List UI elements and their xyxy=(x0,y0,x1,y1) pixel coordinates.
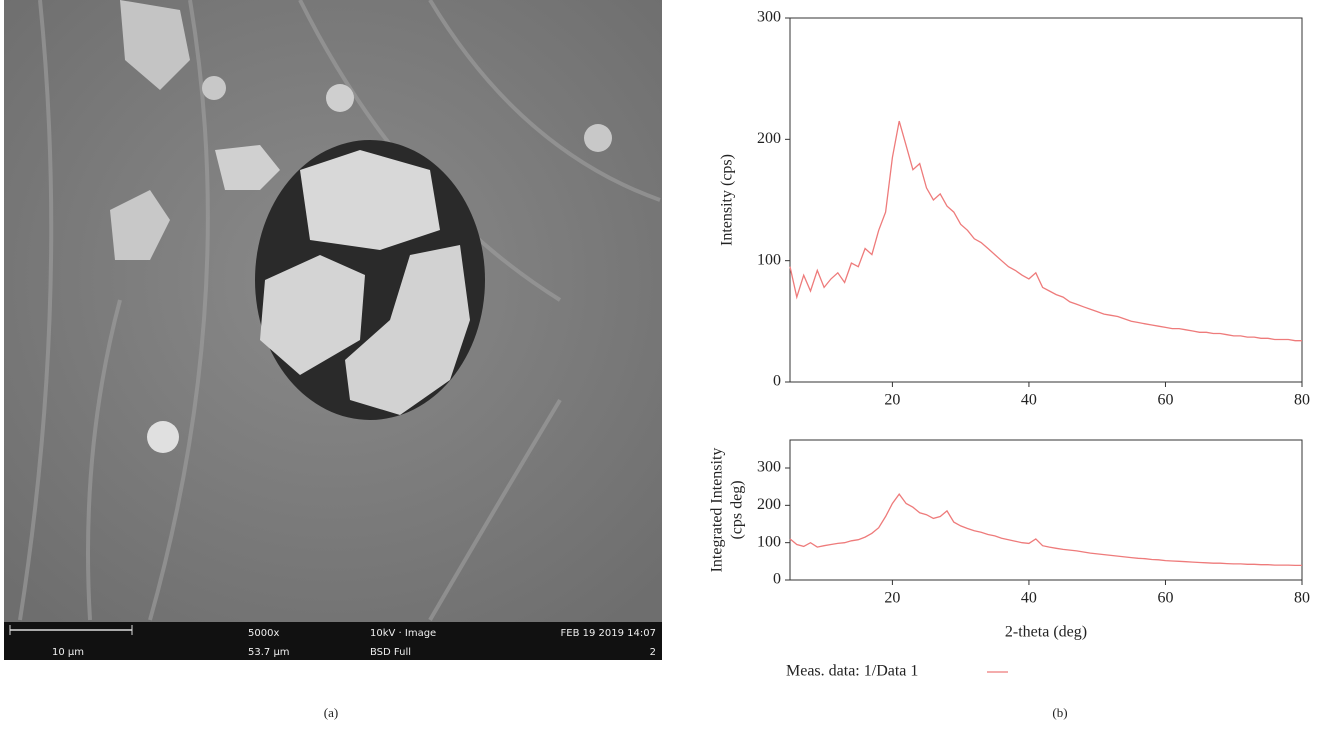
y-tick-label: 0 xyxy=(773,571,781,588)
y-tick-label: 200 xyxy=(757,130,781,147)
y-tick-label: 200 xyxy=(757,496,781,513)
field-width: 53.7 µm xyxy=(248,647,290,658)
x-tick-label: 20 xyxy=(884,590,900,607)
y-tick-label: 300 xyxy=(757,9,781,26)
legend-label: Meas. data: 1/Data 1 xyxy=(786,663,918,680)
y-axis-label: (cps deg) xyxy=(729,480,746,539)
y-axis-label: Intensity (cps) xyxy=(719,154,736,246)
date: FEB 19 2019 14:07 xyxy=(561,628,656,639)
detector: BSD Full xyxy=(370,647,411,658)
x-tick-label: 40 xyxy=(1021,590,1037,607)
x-tick-label: 40 xyxy=(1021,392,1037,409)
sem-image: 10 µm 5000x 53.7 µm 10kV · Image BSD Ful… xyxy=(4,0,662,660)
x-tick-label: 60 xyxy=(1157,392,1173,409)
y-tick-label: 100 xyxy=(757,533,781,550)
image-index: 2 xyxy=(650,647,656,658)
data-line xyxy=(789,492,1302,567)
caption-a: (a) xyxy=(324,705,338,720)
beam-mode: 10kV · Image xyxy=(370,628,436,639)
y-tick-label: 300 xyxy=(757,459,781,476)
plot-frame xyxy=(789,439,1303,581)
plot-frame xyxy=(789,17,1303,383)
x-tick-label: 80 xyxy=(1294,590,1310,607)
caption-b: (b) xyxy=(1052,705,1067,720)
scale-bar-label: 10 µm xyxy=(52,647,84,658)
magnification: 5000x xyxy=(248,628,279,639)
y-axis-label: Integrated Intensity xyxy=(709,448,726,573)
x-tick-label: 80 xyxy=(1294,392,1310,409)
x-tick-label: 60 xyxy=(1157,590,1173,607)
data-line xyxy=(789,120,1302,342)
x-tick-label: 20 xyxy=(884,392,900,409)
y-tick-label: 100 xyxy=(757,251,781,268)
x-axis-label: 2-theta (deg) xyxy=(1005,624,1087,641)
y-tick-label: 0 xyxy=(773,373,781,390)
